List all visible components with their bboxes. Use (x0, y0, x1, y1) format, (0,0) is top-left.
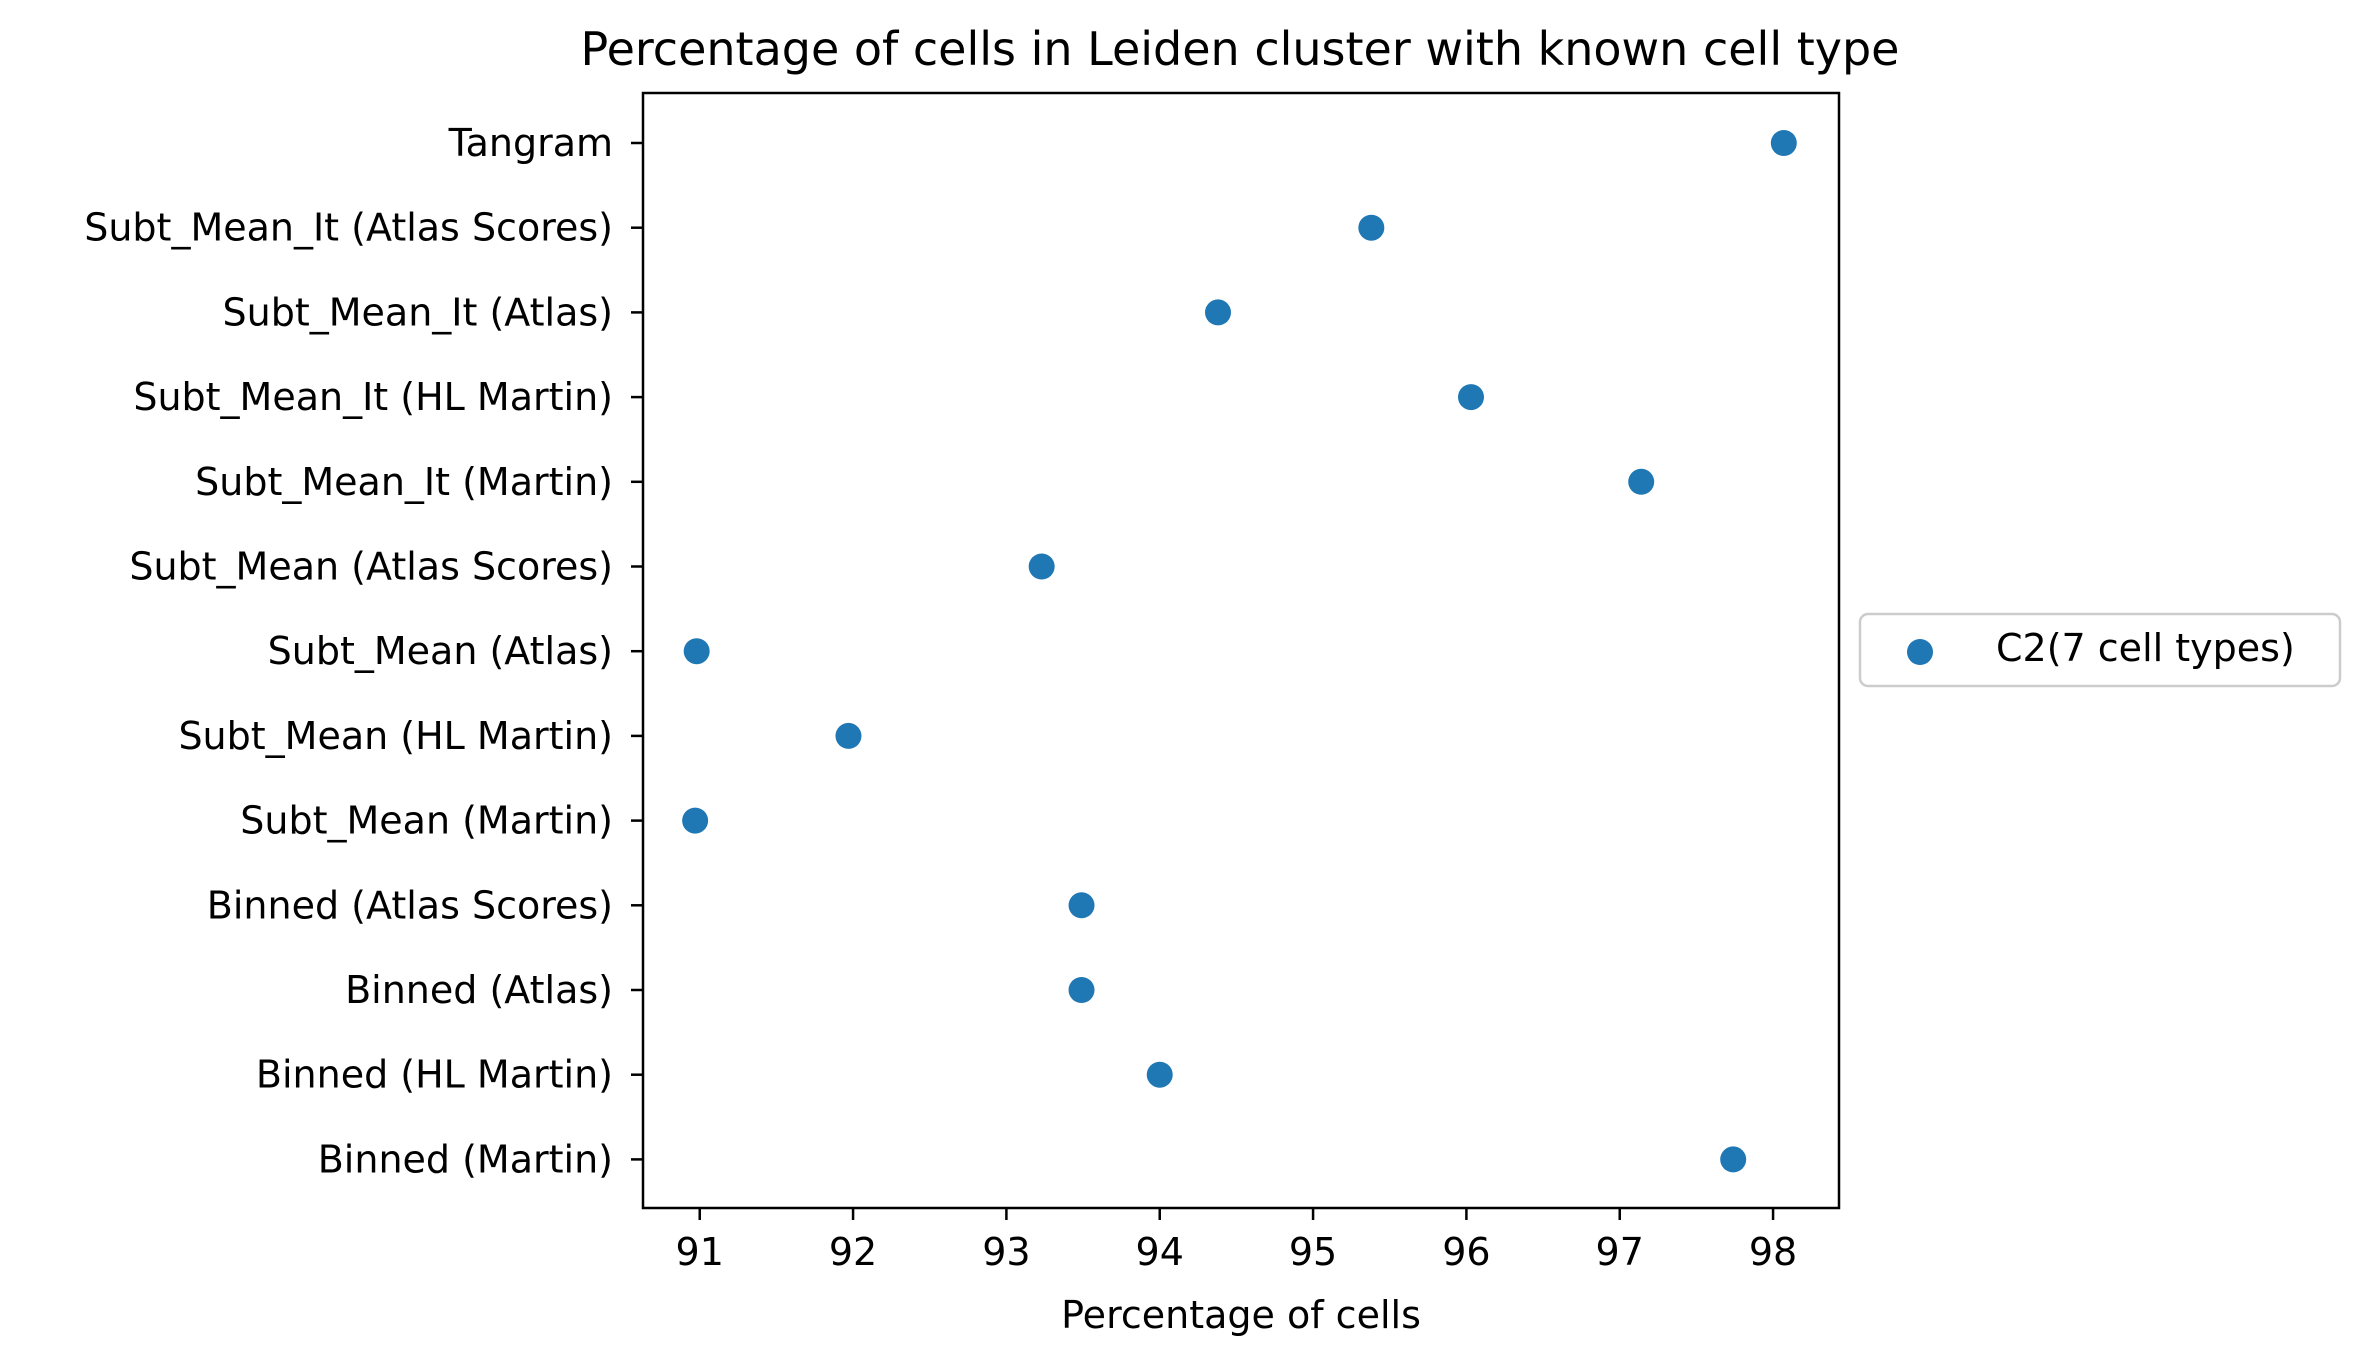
legend-marker (1907, 639, 1933, 665)
x-tick-label: 98 (1749, 1230, 1797, 1274)
data-point (1628, 468, 1655, 495)
data-points (682, 130, 1797, 1173)
data-point (1028, 553, 1055, 580)
x-tick-label: 92 (829, 1230, 877, 1274)
data-point (1720, 1146, 1747, 1173)
legend: C2(7 cell types) (1858, 612, 2342, 688)
data-point (835, 722, 862, 749)
y-tick-label: Tangram (448, 121, 613, 165)
legend-label: C2(7 cell types) (1996, 626, 2295, 670)
plot-area (641, 91, 1841, 1210)
x-tick-label: 93 (982, 1230, 1030, 1274)
y-tick-label: Subt_Mean_It (Atlas Scores) (84, 206, 613, 250)
data-point (1358, 214, 1385, 241)
data-point (682, 807, 709, 834)
x-axis-label: Percentage of cells (1061, 1293, 1421, 1337)
y-tick-label: Subt_Mean_It (HL Martin) (133, 375, 613, 419)
data-point (1770, 130, 1797, 156)
y-tick-label: Subt_Mean_It (Martin) (195, 460, 613, 504)
data-point (1068, 892, 1095, 919)
y-tick-label: Binned (Martin) (318, 1137, 613, 1181)
y-tick-label: Subt_Mean_It (Atlas) (223, 290, 613, 334)
y-axis: Tangram Subt_Mean_It (Atlas Scores) Subt_M… (84, 121, 643, 1181)
x-tick-label: 94 (1136, 1230, 1184, 1274)
y-tick-label: Binned (HL Martin) (256, 1053, 613, 1097)
data-point (1205, 299, 1231, 326)
x-tick-label: 95 (1289, 1230, 1337, 1274)
data-point (683, 638, 710, 665)
x-tick-label: 97 (1596, 1230, 1644, 1274)
data-point (1146, 1061, 1173, 1088)
data-point (1068, 977, 1095, 1003)
legend-frame (1858, 612, 2342, 688)
y-tick-label: Binned (Atlas) (345, 968, 613, 1012)
data-point (1458, 384, 1484, 411)
chart-title: Percentage of cells in Leiden cluster wi… (581, 22, 1900, 76)
x-axis: 91 92 93 94 95 96 97 98 (676, 1208, 1797, 1274)
y-tick-label: Subt_Mean (Martin) (240, 799, 613, 843)
y-tick-label: Binned (Atlas Scores) (207, 883, 613, 927)
y-tick-label: Subt_Mean (Atlas) (268, 629, 613, 673)
x-tick-label: 96 (1442, 1230, 1490, 1274)
y-tick-label: Subt_Mean (Atlas Scores) (129, 545, 613, 589)
y-tick-label: Subt_Mean (HL Martin) (178, 714, 613, 758)
x-tick-label: 91 (676, 1230, 724, 1274)
